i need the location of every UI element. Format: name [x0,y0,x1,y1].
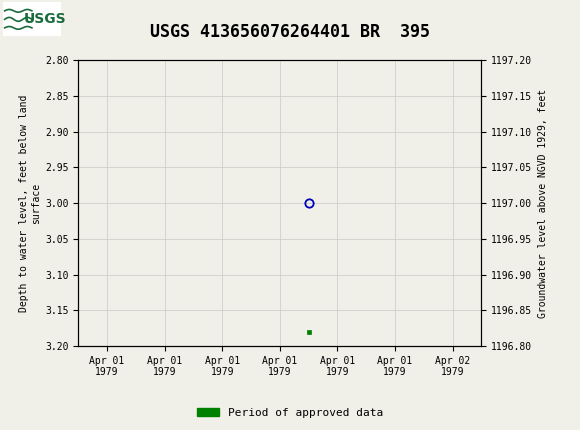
FancyBboxPatch shape [3,2,61,37]
Text: USGS: USGS [24,12,67,26]
Text: USGS 413656076264401 BR  395: USGS 413656076264401 BR 395 [150,23,430,41]
Y-axis label: Depth to water level, feet below land
surface: Depth to water level, feet below land su… [19,95,41,312]
Y-axis label: Groundwater level above NGVD 1929, feet: Groundwater level above NGVD 1929, feet [538,89,548,318]
Legend: Period of approved data: Period of approved data [193,403,387,422]
